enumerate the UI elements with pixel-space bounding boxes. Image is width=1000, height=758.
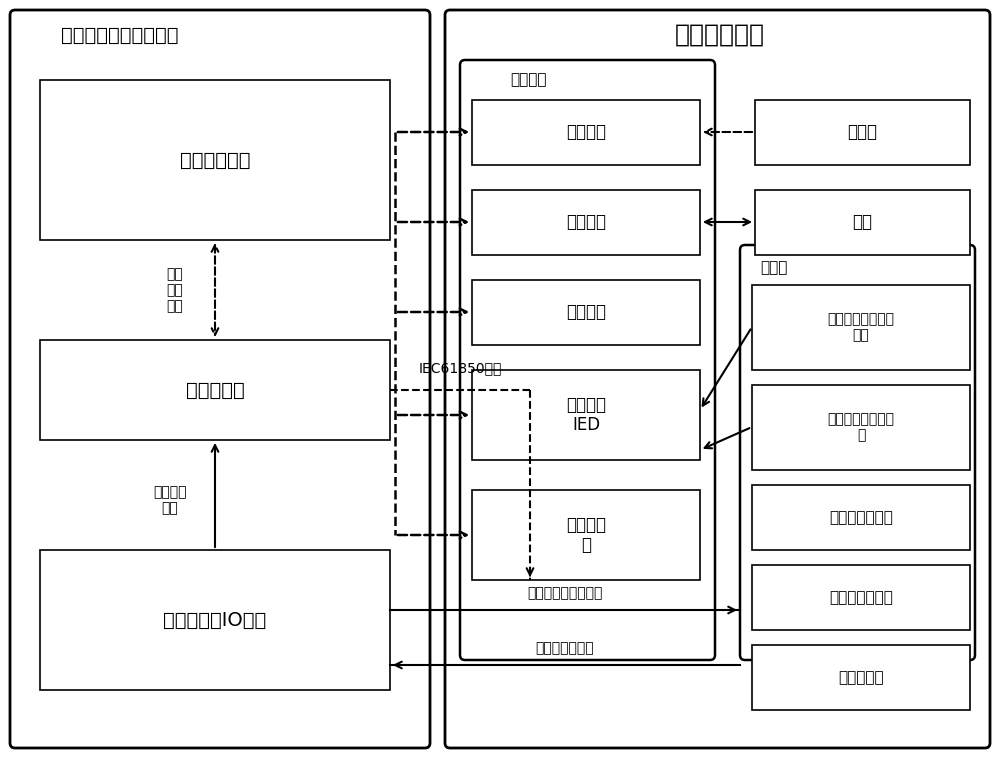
Text: 网络交换
机: 网络交换 机 [566,515,606,554]
Text: 传感器信号IO装置: 传感器信号IO装置 [163,610,267,629]
Text: 传感器信号模拟输出: 传感器信号模拟输出 [527,586,603,600]
Text: 气体状态传感器: 气体状态传感器 [829,590,893,605]
Text: 智能终端: 智能终端 [566,214,606,231]
Bar [472,280,700,345]
Text: 智能组件: 智能组件 [510,73,546,87]
Text: 互感器: 互感器 [848,124,878,142]
Text: 智能开关设备: 智能开关设备 [675,23,765,47]
Text: IEC61850报文: IEC61850报文 [418,361,502,375]
Text: 合并单元: 合并单元 [566,124,606,142]
Text: 分合闸线圈电流传
感器: 分合闸线圈电流传 感器 [828,312,895,343]
Bar [40,80,390,240]
Bar [752,565,970,630]
Text: 测试结果
文件: 测试结果 文件 [153,485,187,515]
Text: 系统联调装置: 系统联调装置 [180,151,250,170]
Text: 测控装置: 测控装置 [566,303,606,321]
Text: 传感器信号检测: 传感器信号检测 [536,641,594,655]
Bar [755,190,970,255]
Bar [40,340,390,440]
Text: 网络交换机: 网络交换机 [186,381,244,399]
Bar [752,385,970,470]
Text: 传感器: 传感器 [760,261,787,275]
Bar [752,485,970,550]
Bar [755,100,970,165]
Bar [752,285,970,370]
Text: 储能电机电流传感
器: 储能电机电流传感 器 [828,412,895,443]
Text: 触头位移传感器: 触头位移传感器 [829,510,893,525]
Bar [472,490,700,580]
Text: 机构: 机构 [852,214,872,231]
Bar [472,100,700,165]
Text: 网络
报文
收发: 网络 报文 收发 [167,267,183,313]
Text: 局放传感器: 局放传感器 [838,670,884,685]
Bar [752,645,970,710]
Bar [40,550,390,690]
Bar [472,370,700,460]
Bar [472,190,700,255]
Text: 智能开关检测调试系统: 智能开关检测调试系统 [61,26,179,45]
Text: 状态监测
IED: 状态监测 IED [566,396,606,434]
